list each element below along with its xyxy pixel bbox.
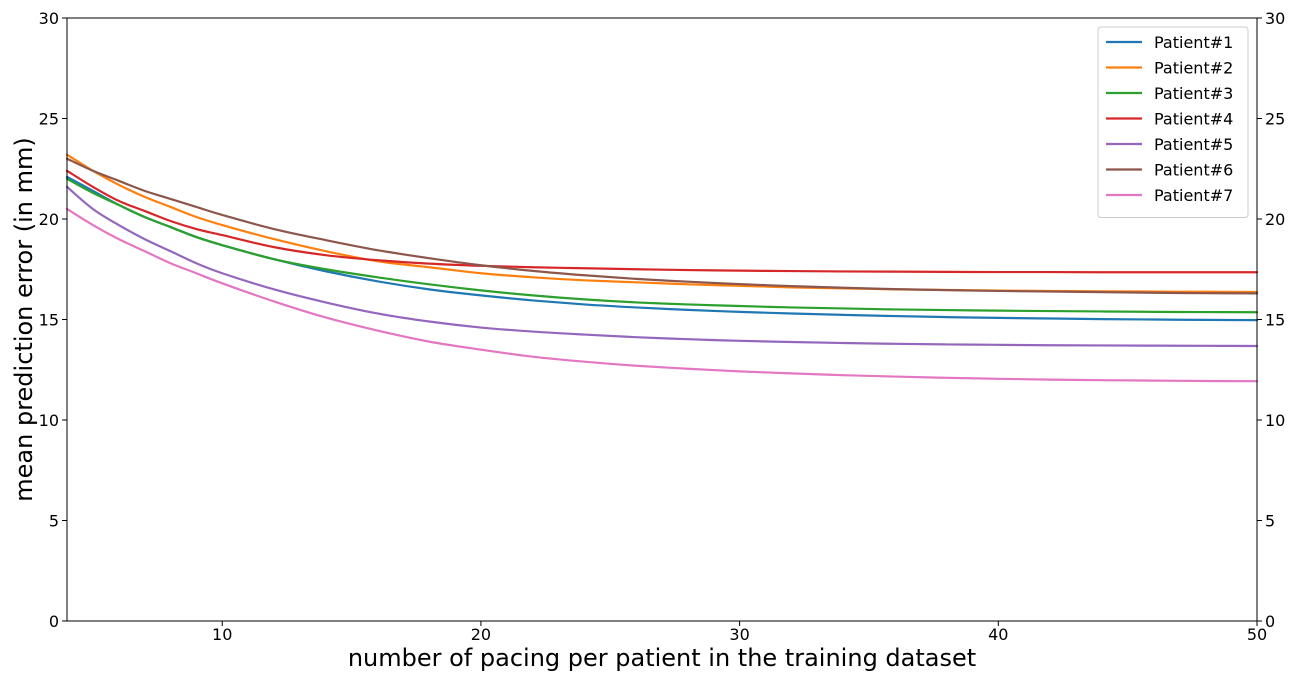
x-tick-label: 20 xyxy=(471,625,491,644)
y-tick-label-left: 25 xyxy=(39,110,59,129)
x-tick-label: 30 xyxy=(729,625,749,644)
y-tick-label-left: 15 xyxy=(39,311,59,330)
y-tick-label-right: 30 xyxy=(1265,9,1285,28)
y-axis-title: mean prediction error (in mm) xyxy=(10,137,38,501)
y-tick-label-right: 0 xyxy=(1265,612,1275,631)
y-tick-label-right: 15 xyxy=(1265,311,1285,330)
legend-label: Patient#1 xyxy=(1154,33,1233,52)
x-axis-title: number of pacing per patient in the trai… xyxy=(348,644,976,672)
series-line-patient-5 xyxy=(65,185,1259,348)
legend-label: Patient#5 xyxy=(1154,135,1233,154)
y-tick-label-left: 30 xyxy=(39,9,59,28)
y-tick-label-left: 5 xyxy=(49,512,59,531)
x-tick-label: 50 xyxy=(1247,625,1267,644)
series-line-patient-3 xyxy=(65,177,1259,314)
legend-label: Patient#7 xyxy=(1154,186,1233,205)
x-tick-label: 10 xyxy=(212,625,232,644)
series-layer xyxy=(65,153,1259,383)
y-tick-label-right: 10 xyxy=(1265,411,1285,430)
y-tick-label-right: 25 xyxy=(1265,110,1285,129)
legend-label: Patient#4 xyxy=(1154,110,1233,129)
legend-label: Patient#3 xyxy=(1154,84,1233,103)
plot-frame xyxy=(66,17,1258,622)
series-line-patient-7 xyxy=(65,207,1259,383)
legend-label: Patient#2 xyxy=(1154,59,1233,78)
series-line-patient-4 xyxy=(65,169,1259,274)
y-tick-label-right: 5 xyxy=(1265,512,1275,531)
legend: Patient#1 Patient#2 Patient#3 Patient#4 Pati… xyxy=(1097,26,1249,218)
y-tick-label-left: 20 xyxy=(39,210,59,229)
y-tick-label-left: 0 xyxy=(49,612,59,631)
y-tick-label-left: 10 xyxy=(39,411,59,430)
y-tick-label-right: 20 xyxy=(1265,210,1285,229)
x-tick-label: 40 xyxy=(988,625,1008,644)
series-line-patient-6 xyxy=(65,157,1259,295)
legend-label: Patient#6 xyxy=(1154,161,1233,180)
